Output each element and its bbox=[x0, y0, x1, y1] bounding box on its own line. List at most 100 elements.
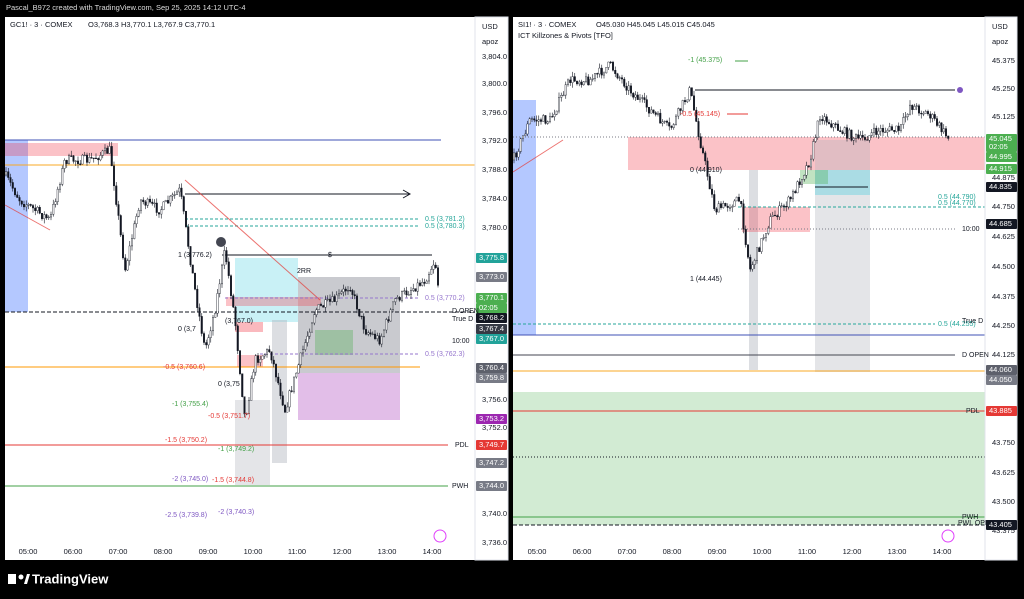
price-axis-label: 43.750 bbox=[992, 438, 1015, 447]
candle-body bbox=[308, 331, 311, 337]
candle-body bbox=[607, 61, 610, 68]
price-tag: 3,760.4 bbox=[476, 363, 507, 373]
candle-body bbox=[618, 77, 621, 79]
candle-body bbox=[356, 295, 359, 310]
candle-body bbox=[778, 205, 781, 218]
symbol: GC1! · 3 · COMEX bbox=[10, 20, 73, 29]
panel-left bbox=[5, 17, 508, 560]
candle-body bbox=[236, 325, 239, 351]
candle-body bbox=[153, 202, 156, 205]
candle-body bbox=[166, 200, 169, 204]
candle-body bbox=[90, 157, 93, 159]
annotation: 0 (3,7 bbox=[178, 326, 196, 333]
candle-body bbox=[796, 181, 799, 194]
price-tag-bg bbox=[986, 142, 1017, 152]
candle-body bbox=[302, 349, 305, 354]
candle-body bbox=[850, 129, 853, 141]
candle-body bbox=[614, 70, 617, 74]
candle-body bbox=[297, 364, 300, 374]
candle-body bbox=[214, 313, 217, 318]
candle-body bbox=[137, 210, 140, 217]
candle-body bbox=[52, 204, 55, 215]
candle-body bbox=[198, 307, 201, 317]
candle-body bbox=[245, 413, 248, 415]
price-axis-label: 44.875 bbox=[992, 173, 1015, 182]
price-tag: 3,767.4 bbox=[476, 324, 507, 334]
candle-body bbox=[661, 121, 664, 124]
candle-body bbox=[180, 187, 183, 197]
candle-body bbox=[693, 95, 696, 111]
candle-body bbox=[32, 205, 35, 209]
candle-body bbox=[897, 125, 900, 131]
price-tag: 3,770.1 bbox=[476, 293, 507, 303]
candle-body bbox=[63, 160, 66, 169]
candle-body bbox=[27, 204, 30, 206]
candle-body bbox=[135, 216, 138, 225]
candle-body bbox=[706, 160, 709, 177]
candle-body bbox=[225, 250, 228, 263]
candle-body bbox=[238, 350, 241, 374]
time-label: 11:00 bbox=[798, 547, 816, 556]
candle-body bbox=[266, 349, 269, 355]
candle-body bbox=[11, 182, 14, 189]
candle-body bbox=[392, 301, 395, 311]
price-tag-bg bbox=[476, 272, 507, 282]
candle-body bbox=[18, 197, 21, 202]
candle-body bbox=[821, 119, 824, 122]
candle-body bbox=[726, 205, 729, 208]
time-label: 08:00 bbox=[154, 547, 173, 556]
candle-body bbox=[191, 264, 194, 274]
annotation: PWH bbox=[452, 483, 468, 490]
candle-body bbox=[715, 208, 718, 213]
time-label: 14:00 bbox=[423, 547, 442, 556]
price-tag-bg bbox=[476, 293, 507, 303]
time-label: 06:00 bbox=[64, 547, 83, 556]
candle-body bbox=[558, 97, 561, 112]
candle-body bbox=[272, 359, 275, 365]
price-tag-bg bbox=[476, 373, 507, 383]
price-axis-label: 44.625 bbox=[992, 232, 1015, 241]
candle-body bbox=[227, 261, 230, 276]
candle-body bbox=[157, 212, 160, 215]
candle-body bbox=[859, 134, 862, 139]
candle-body bbox=[202, 333, 205, 343]
annotation: D OPEN bbox=[452, 308, 479, 315]
candle-body bbox=[807, 165, 810, 168]
candle-body bbox=[564, 84, 567, 96]
price-tag: 3,744.0 bbox=[476, 481, 507, 491]
candle-body bbox=[571, 76, 574, 83]
candle-body bbox=[857, 134, 860, 139]
candle-body bbox=[360, 315, 363, 318]
price-axis-label: 43.375 bbox=[992, 526, 1015, 535]
candle-body bbox=[421, 281, 424, 286]
candle-body bbox=[311, 322, 314, 333]
price-tag: 02:05 bbox=[476, 303, 507, 313]
annotation: -2.5 (3,739.8) bbox=[165, 512, 207, 519]
price-tag: 3,753.2 bbox=[476, 414, 507, 424]
candle-body bbox=[929, 113, 932, 119]
candle-body bbox=[769, 216, 772, 229]
candle-body bbox=[879, 128, 882, 132]
candle-body bbox=[423, 281, 426, 284]
price-tag-text: 3,760.4 bbox=[479, 363, 504, 372]
candle-body bbox=[591, 78, 594, 80]
candle-body bbox=[513, 152, 516, 161]
candle-body bbox=[389, 309, 392, 322]
candle-body bbox=[922, 113, 925, 115]
candle-body bbox=[526, 123, 529, 135]
candle-body bbox=[79, 163, 82, 165]
zones-right bbox=[512, 16, 1018, 561]
price-axis-label: 45.250 bbox=[992, 84, 1015, 93]
candle-body bbox=[101, 150, 104, 156]
candle-body bbox=[783, 205, 786, 207]
candle-body bbox=[306, 335, 309, 343]
candle-body bbox=[41, 213, 44, 219]
time-label: 05:00 bbox=[19, 547, 38, 556]
candle-body bbox=[67, 155, 70, 164]
time-label: 05:00 bbox=[528, 547, 547, 556]
price-tag-text: 3,747.2 bbox=[479, 458, 504, 467]
price-tag-text: 44.915 bbox=[989, 164, 1012, 173]
price-tag: 02:05 bbox=[986, 142, 1017, 152]
price-tag-text: 44.835 bbox=[989, 182, 1012, 191]
price-axis-label: 43.500 bbox=[992, 497, 1015, 506]
